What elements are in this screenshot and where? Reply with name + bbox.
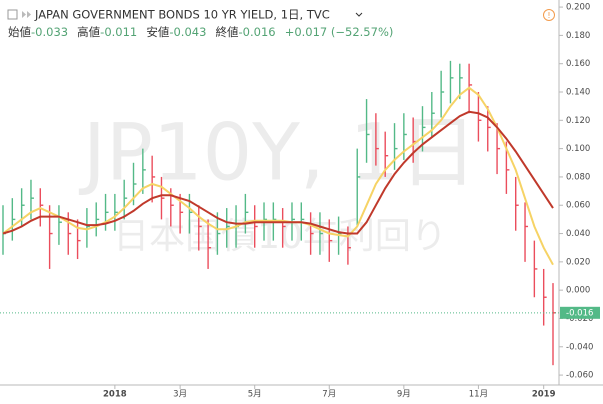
change-value: +0.017 (−52.57%) <box>285 25 394 39</box>
x-tick-label: 11月 <box>469 390 488 400</box>
alert-icon[interactable] <box>543 9 555 21</box>
y-tick-label: 0.020 <box>566 257 590 267</box>
title: JAPAN GOVERNMENT BONDS 10 YR YIELD, 1日, … <box>34 8 330 22</box>
menu-icon[interactable] <box>355 12 363 17</box>
high-label: 高値 <box>77 25 100 39</box>
y-tick-label: -0.020 <box>566 314 593 324</box>
y-tick-label: 0.000 <box>566 286 590 296</box>
y-tick-label: 0.060 <box>566 201 590 211</box>
open-value: -0.033 <box>31 25 68 39</box>
ohlc-legend: 始値-0.033 高値-0.011 安値-0.043 終値-0.016 +0.0… <box>8 22 393 41</box>
x-tick-label: 2019 <box>532 390 556 400</box>
low-label: 安値 <box>146 25 169 39</box>
ma-line <box>2 110 554 235</box>
alert-mark: ! <box>547 11 550 20</box>
collapse-icon[interactable] <box>7 9 18 20</box>
x-tick-label: 5月 <box>248 390 262 400</box>
y-tick-label: 0.160 <box>566 59 590 69</box>
last-price-box <box>560 306 600 319</box>
y-tick-label: -0.060 <box>566 371 593 381</box>
y-tick-label: 0.080 <box>566 172 590 182</box>
x-tick-label: 9月 <box>397 390 411 400</box>
open-label: 始値 <box>8 25 31 39</box>
y-tick-label: -0.040 <box>566 342 593 352</box>
ma-line <box>2 86 554 266</box>
y-tick-label: 0.120 <box>566 116 590 126</box>
close-label: 終値 <box>216 25 239 39</box>
x-tick-label: 2018 <box>103 390 127 400</box>
y-tick-label: 0.040 <box>566 229 590 239</box>
x-tick-label: 7月 <box>322 390 336 400</box>
y-tick-label: 0.100 <box>566 144 590 154</box>
last-price-label: -0.016 <box>566 308 593 318</box>
y-tick-label: 0.180 <box>566 31 590 41</box>
low-value: -0.043 <box>169 25 206 39</box>
high-value: -0.011 <box>100 25 137 39</box>
close-value: -0.016 <box>239 25 276 39</box>
y-tick-label: 0.200 <box>566 3 590 13</box>
arrows-icon <box>22 11 31 18</box>
plot <box>2 60 556 366</box>
watermark: JP10Y, 1日 <box>78 108 477 198</box>
y-tick-label: 0.140 <box>566 88 590 98</box>
x-tick-label: 3月 <box>173 390 187 400</box>
